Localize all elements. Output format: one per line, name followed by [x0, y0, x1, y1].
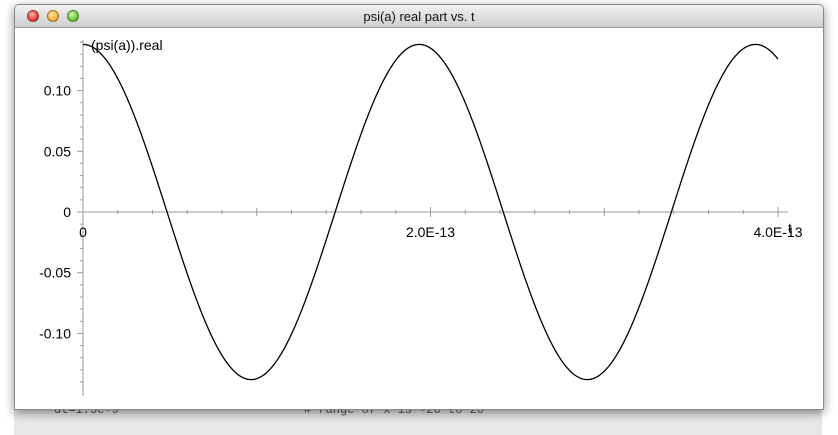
x-tick-label: 2.0E-13 [406, 224, 455, 240]
y-tick-label: 0 [63, 204, 71, 220]
x-tick-label: 4.0E-13 [753, 224, 802, 240]
line-chart: 0.10 0.05 0 -0.05 -0.10 0 2.0E-13 4.0E-13 (psi(… [39, 37, 803, 396]
y-tick-label: -0.10 [39, 325, 71, 341]
minimize-button[interactable] [47, 10, 59, 22]
y-tick-label: 0.05 [44, 143, 71, 159]
window-titlebar[interactable]: psi(a) real part vs. t [15, 5, 823, 28]
y-tick-label: -0.05 [39, 265, 71, 281]
background-code-text-right: # range of x is -20 to 20 [304, 408, 485, 417]
plot-area: 0.10 0.05 0 -0.05 -0.10 0 2.0E-13 4.0E-13 (psi(… [15, 28, 823, 409]
chart-series [82, 43, 779, 381]
chart-tick-labels: 0.10 0.05 0 -0.05 -0.10 0 2.0E-13 4.0E-13 [39, 83, 803, 342]
chart-ticks [77, 41, 779, 383]
window-title: psi(a) real part vs. t [363, 9, 475, 24]
x-axis-label: t [788, 220, 792, 236]
close-button[interactable] [27, 10, 39, 22]
chart-axes [82, 40, 788, 396]
y-axis-label: (psi(a)).real [91, 37, 163, 53]
y-tick-label: 0.10 [44, 83, 71, 99]
background-code-text-left: dt=1.5e-9 [54, 408, 119, 417]
background-window-strip: dt=1.5e-9 # range of x is -20 to 20 [14, 408, 822, 435]
plot-window: psi(a) real part vs. t 0.10 0.05 0 -0.05 -0.… [14, 4, 824, 410]
zoom-button[interactable] [67, 10, 79, 22]
series-line [82, 43, 779, 381]
x-tick-label: 0 [79, 224, 87, 240]
